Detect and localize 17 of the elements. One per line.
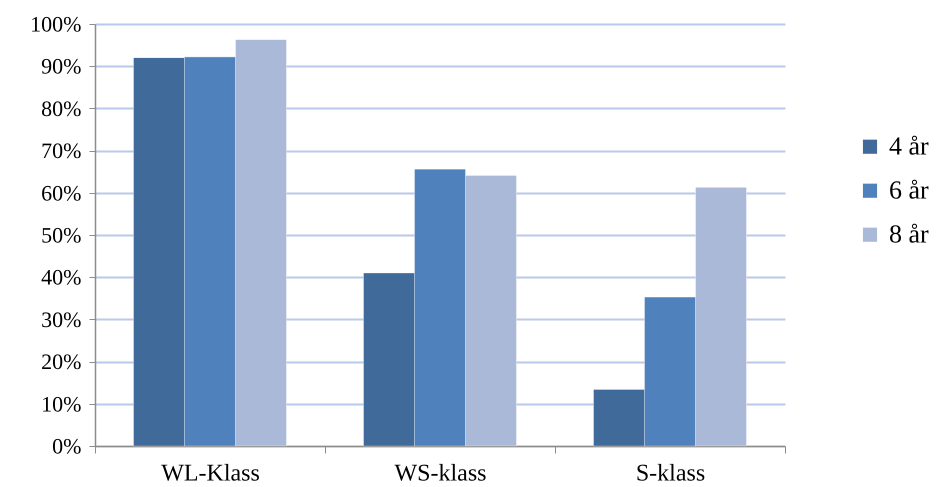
y-tick-label: 50% — [41, 222, 82, 248]
y-tick-label: 60% — [41, 180, 82, 206]
y-tick-label: 70% — [41, 138, 82, 164]
y-tick-label: 100% — [30, 12, 82, 36]
x-tick-label: S-klass — [636, 460, 706, 486]
legend-label: 8 år — [889, 220, 930, 249]
y-tick-label: 90% — [41, 54, 82, 79]
x-tick-label: WL-Klass — [161, 460, 260, 486]
y-tick-label: 40% — [41, 264, 82, 290]
legend-label: 4 år — [889, 132, 930, 161]
legend-label: 6 år — [889, 176, 930, 205]
y-tick-label: 10% — [41, 391, 82, 416]
x-tick-label: WS-klass — [394, 460, 486, 486]
y-tick-label: 0% — [52, 434, 82, 458]
y-tick-label: 20% — [41, 349, 82, 374]
y-tick-label: 80% — [41, 96, 82, 121]
y-tick-label: 30% — [41, 306, 82, 332]
